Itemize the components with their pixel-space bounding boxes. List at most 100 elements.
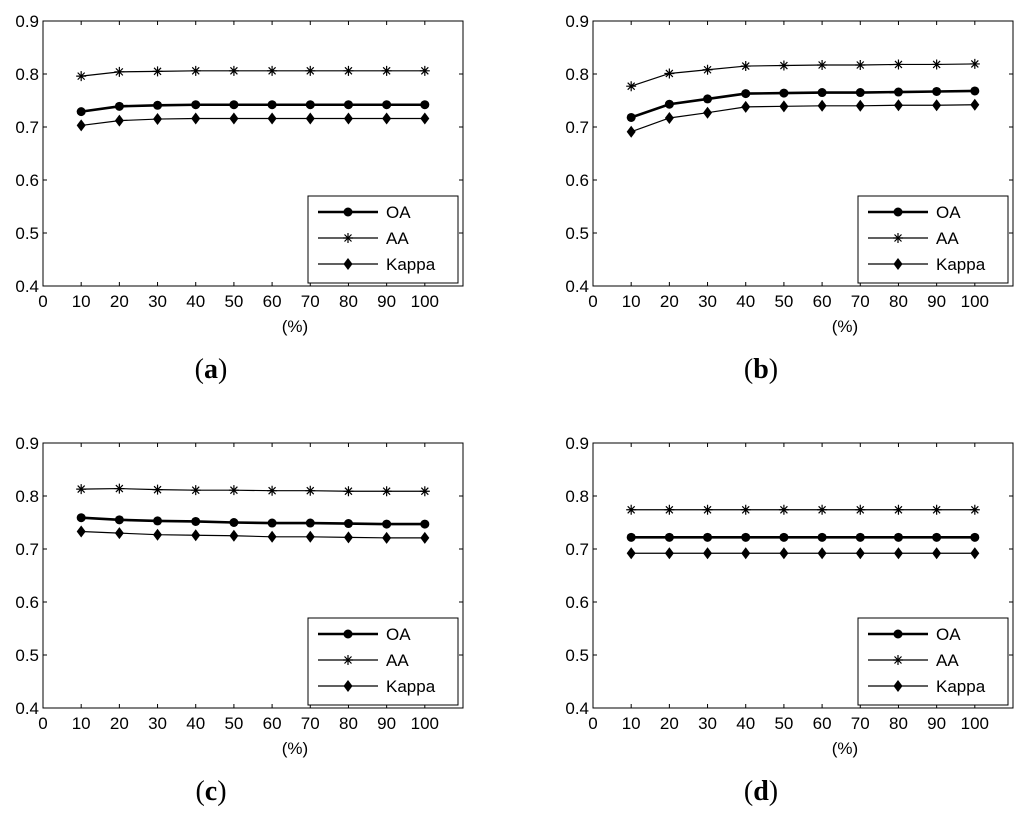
y-tick-label: 0.4 [15, 699, 39, 718]
data-point-aa [817, 504, 828, 515]
x-tick-label: 20 [110, 714, 129, 733]
legend: OA AA Kappa [857, 195, 1009, 284]
panel-caption-d: (d) [744, 776, 778, 807]
data-point-aa [381, 486, 392, 497]
data-point-aa [228, 485, 239, 496]
x-tick-label: 20 [660, 714, 679, 733]
y-tick-label: 0.7 [15, 118, 39, 137]
data-point-aa [190, 65, 201, 76]
data-point-oa [626, 112, 636, 122]
y-tick-label: 0.5 [565, 224, 589, 243]
data-point-kappa [703, 106, 713, 119]
x-axis-label: (%) [832, 317, 858, 336]
legend: OA AA Kappa [307, 195, 459, 284]
y-tick-label: 0.6 [15, 593, 39, 612]
legend-label-aa: AA [386, 229, 409, 248]
data-point-oa [382, 100, 392, 110]
x-tick-label: 90 [377, 292, 396, 311]
x-tick-label: 0 [588, 714, 597, 733]
data-point-aa [381, 65, 392, 76]
data-point-oa [229, 518, 239, 527]
legend-box [857, 195, 1009, 284]
data-point-aa [778, 504, 789, 515]
data-point-oa [855, 532, 865, 542]
y-tick-label: 0.6 [565, 593, 589, 612]
x-tick-label: 60 [263, 714, 282, 733]
data-point-oa [382, 519, 392, 529]
panel-b: 0.4 0.5 0.6 0.7 0.8 0.9 0 10 20 30 40 50 60 70 80 90 100… [565, 12, 1014, 385]
data-point-aa [152, 66, 163, 77]
axes-box [592, 442, 1014, 709]
data-point-aa [343, 65, 354, 76]
data-point-oa [153, 516, 163, 526]
x-tick-label: 90 [927, 714, 946, 733]
data-point-kappa [855, 547, 865, 560]
x-tick-label: 100 [411, 714, 439, 733]
x-tick-label: 70 [301, 714, 320, 733]
panel-a: 0.4 0.5 0.6 0.7 0.8 0.9 0 10 20 30 40 50 60 70 80 90 100… [15, 12, 464, 385]
data-point-aa [267, 65, 278, 76]
y-tick-label: 0.9 [565, 434, 589, 453]
data-point-aa [664, 504, 675, 515]
x-tick-label: 90 [927, 292, 946, 311]
data-point-aa [343, 486, 354, 497]
x-tick-label: 30 [698, 714, 717, 733]
y-tick-label: 0.6 [15, 171, 39, 190]
x-tick-label: 80 [339, 714, 358, 733]
data-point-oa [420, 100, 430, 110]
data-point-oa [229, 100, 239, 110]
data-point-kappa [741, 547, 751, 560]
y-tick-label: 0.5 [15, 646, 39, 665]
x-tick-label: 60 [813, 714, 832, 733]
data-point-kappa [76, 525, 86, 538]
y-tick-label: 0.4 [565, 277, 589, 296]
data-point-aa [626, 81, 637, 92]
data-point-kappa [664, 547, 674, 560]
x-tick-label: 30 [148, 714, 167, 733]
panel-c: 0.4 0.5 0.6 0.7 0.8 0.9 0 10 20 30 40 50 60 70 80 90 100… [15, 434, 464, 807]
data-point-aa [893, 59, 904, 70]
data-point-aa [626, 504, 637, 515]
data-point-oa [76, 107, 86, 117]
x-tick-label: 70 [301, 292, 320, 311]
y-tick-label: 0.9 [15, 434, 39, 453]
legend-marker-kappa [343, 680, 353, 692]
y-tick-label: 0.8 [15, 65, 39, 84]
data-point-kappa [855, 99, 865, 112]
legend-label-aa: AA [386, 651, 409, 670]
x-tick-label: 100 [411, 292, 439, 311]
x-tick-label: 10 [622, 714, 641, 733]
axes-box [42, 20, 464, 287]
legend-label-oa: OA [936, 203, 961, 222]
data-point-kappa [267, 112, 277, 125]
panel-caption-a: (a) [195, 354, 228, 385]
x-tick-label: 30 [148, 292, 167, 311]
data-point-kappa [191, 112, 201, 125]
data-point-aa [702, 504, 713, 515]
x-axis-label: (%) [282, 317, 308, 336]
data-point-kappa [191, 529, 201, 542]
data-point-aa [76, 71, 87, 82]
data-point-oa [664, 532, 674, 542]
panel-caption-c: (c) [195, 776, 226, 807]
data-point-kappa [893, 99, 903, 112]
data-point-aa [228, 65, 239, 76]
data-point-oa [191, 516, 201, 526]
data-point-kappa [76, 119, 86, 132]
data-point-kappa [626, 547, 636, 560]
x-tick-label: 50 [774, 292, 793, 311]
legend-label-kappa: Kappa [936, 677, 986, 696]
data-point-oa [855, 88, 865, 98]
series-line-oa [81, 103, 425, 113]
data-point-aa [817, 59, 828, 70]
legend-box [857, 617, 1009, 706]
legend-label-aa: AA [936, 229, 959, 248]
data-point-kappa [305, 112, 315, 125]
data-point-kappa [420, 531, 430, 544]
data-point-oa [817, 88, 827, 98]
x-tick-label: 0 [38, 714, 47, 733]
data-point-oa [267, 518, 277, 528]
series-line-oa [630, 89, 975, 119]
data-point-kappa [153, 528, 163, 541]
